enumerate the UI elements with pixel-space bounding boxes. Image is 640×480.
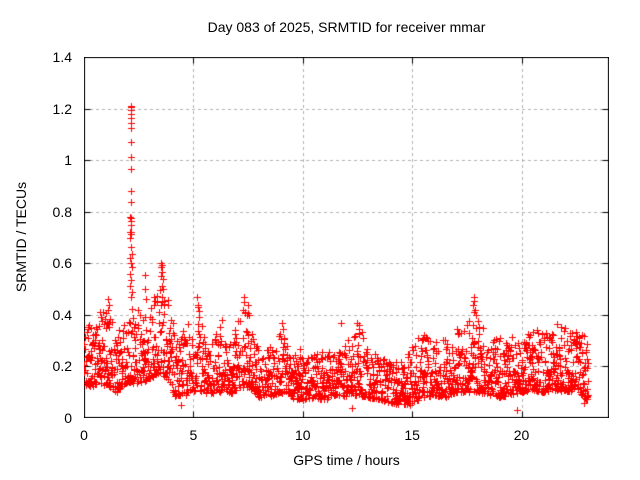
y-tick-label: 1.2 [52, 100, 72, 117]
y-tick-label: 1 [64, 152, 72, 169]
x-tick-label: 10 [294, 427, 311, 443]
x-axis-label: GPS time / hours [293, 452, 400, 468]
x-tick-label: 5 [189, 427, 198, 443]
y-tick-label: 0 [64, 410, 72, 426]
y-axis-label: SRMTID / TECUs [13, 181, 29, 293]
y-tick-label: 0.8 [52, 203, 72, 220]
y-tick-label: 0.4 [52, 306, 72, 323]
y-tick-label: 0.2 [52, 358, 72, 375]
y-tick-label: 1.4 [52, 49, 72, 65]
x-tick-label: 20 [513, 427, 530, 443]
x-tick-label: 15 [404, 427, 420, 443]
chart-title: Day 083 of 2025, SRMTID for receiver mma… [207, 19, 486, 35]
y-tick-label: 0.6 [52, 255, 72, 272]
plot-area [84, 57, 609, 418]
x-tick-label: 0 [80, 427, 88, 443]
